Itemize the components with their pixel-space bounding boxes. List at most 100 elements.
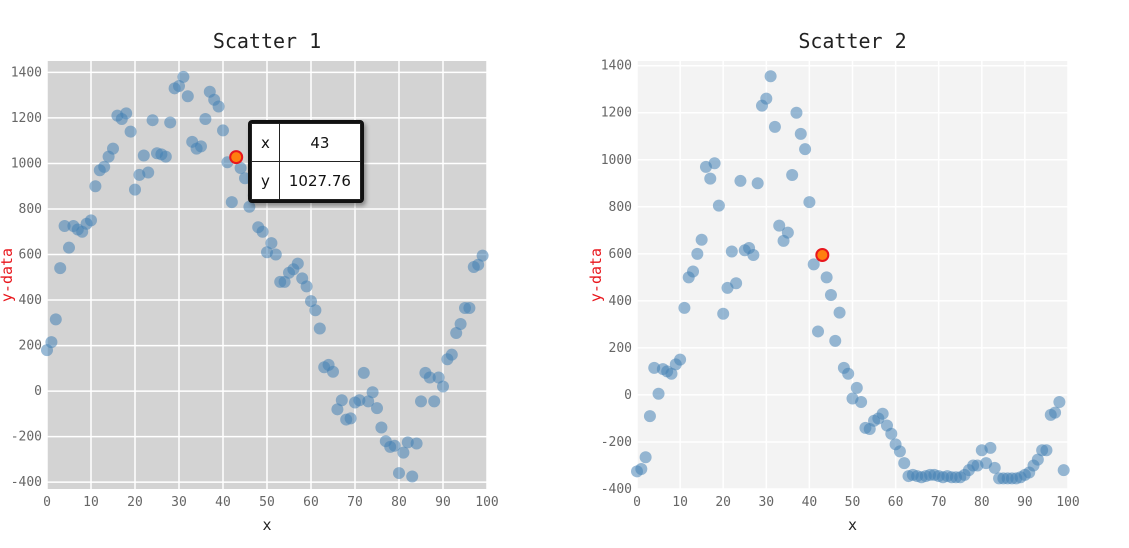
data-point	[177, 70, 190, 83]
x-tick-label: 50	[259, 495, 275, 510]
data-point	[824, 288, 837, 301]
data-point	[335, 394, 348, 407]
data-point	[1053, 395, 1066, 408]
data-point	[691, 247, 704, 260]
data-point	[712, 199, 725, 212]
x-tick-label: 20	[127, 495, 143, 510]
x-tick-label: 90	[435, 495, 451, 510]
x-tick-label: 40	[802, 495, 818, 510]
data-point	[790, 106, 803, 119]
x-tick-label: 60	[303, 495, 319, 510]
data-point	[45, 336, 58, 349]
data-point	[751, 177, 764, 190]
data-point	[129, 183, 141, 196]
data-point	[269, 248, 282, 261]
data-point	[764, 70, 777, 83]
y-tick-label: 400	[609, 294, 632, 309]
data-point	[327, 365, 339, 378]
y-tick-label: 600	[609, 247, 632, 262]
tooltip-y-label: y	[251, 161, 280, 200]
y-tick-label: 1000	[601, 153, 632, 168]
data-point	[773, 219, 786, 232]
data-point	[855, 395, 868, 408]
data-point	[635, 463, 648, 476]
x-tick-label: 10	[83, 495, 99, 510]
data-point	[695, 233, 708, 246]
data-point	[362, 395, 375, 408]
data-point	[181, 90, 194, 103]
data-point	[747, 249, 760, 262]
data-point	[704, 172, 717, 185]
data-point	[63, 241, 75, 254]
data-point	[107, 142, 119, 155]
tooltip-x-label: x	[251, 123, 280, 162]
data-point	[768, 120, 781, 133]
data-point	[256, 225, 269, 238]
data-point	[305, 295, 317, 308]
data-point	[195, 140, 207, 153]
data-point	[799, 143, 812, 156]
data-point	[450, 327, 463, 340]
data-point	[812, 325, 825, 338]
highlighted-point	[815, 248, 830, 263]
chart-title: Scatter 2	[798, 29, 906, 53]
data-point	[665, 367, 678, 380]
x-tick-label: 80	[974, 495, 990, 510]
data-point	[142, 166, 155, 179]
y-tick-label: 200	[19, 339, 42, 354]
data-point	[463, 302, 476, 315]
y-tick-label: 0	[34, 384, 42, 399]
x-axis-label: x	[848, 516, 857, 534]
y-axis-label: y-data	[0, 248, 16, 302]
data-point	[786, 169, 799, 182]
chart-title: Scatter 1	[213, 29, 321, 53]
x-tick-label: 60	[888, 495, 904, 510]
data-point	[717, 307, 730, 320]
data-point	[173, 80, 185, 93]
data-point	[309, 304, 322, 317]
data-point	[212, 100, 225, 113]
x-tick-label: 100	[475, 495, 498, 510]
data-point	[217, 124, 229, 137]
x-tick-label: 70	[347, 495, 363, 510]
y-tick-label: 0	[624, 388, 632, 403]
x-tick-label: 10	[672, 495, 688, 510]
data-point	[415, 395, 427, 408]
data-point	[876, 407, 889, 420]
data-point	[331, 403, 344, 416]
y-tick-label: 800	[609, 200, 632, 215]
data-point	[225, 196, 238, 209]
y-tick-label: 400	[19, 293, 42, 308]
data-point	[652, 387, 665, 400]
data-point	[366, 386, 379, 399]
data-point	[432, 371, 445, 384]
data-point	[353, 394, 366, 407]
data-point	[234, 162, 247, 174]
x-tick-label: 100	[1056, 495, 1079, 510]
x-tick-label: 40	[215, 495, 231, 510]
data-point	[445, 348, 458, 361]
data-point	[371, 402, 383, 415]
x-tick-label: 30	[171, 495, 187, 510]
x-tick-label: 70	[931, 495, 947, 510]
data-point	[344, 412, 357, 425]
data-point	[639, 451, 652, 464]
tooltip-x-value: 43	[278, 123, 361, 162]
y-tick-label: 1200	[11, 111, 42, 126]
data-point	[898, 457, 911, 470]
data-point	[393, 467, 405, 480]
y-tick-label: 1200	[601, 106, 632, 121]
data-point	[437, 380, 449, 393]
data-point	[850, 381, 863, 394]
data-point	[265, 237, 278, 250]
data-point	[291, 257, 304, 270]
tooltip-row-y: y 1027.76	[251, 161, 361, 200]
data-point	[1040, 444, 1053, 457]
y-tick-label: 1400	[601, 59, 632, 74]
data-point	[807, 258, 820, 271]
data-point	[472, 258, 485, 271]
data-point	[137, 149, 150, 162]
data-point	[89, 180, 102, 193]
data-point	[397, 446, 410, 459]
data-point	[54, 262, 67, 275]
